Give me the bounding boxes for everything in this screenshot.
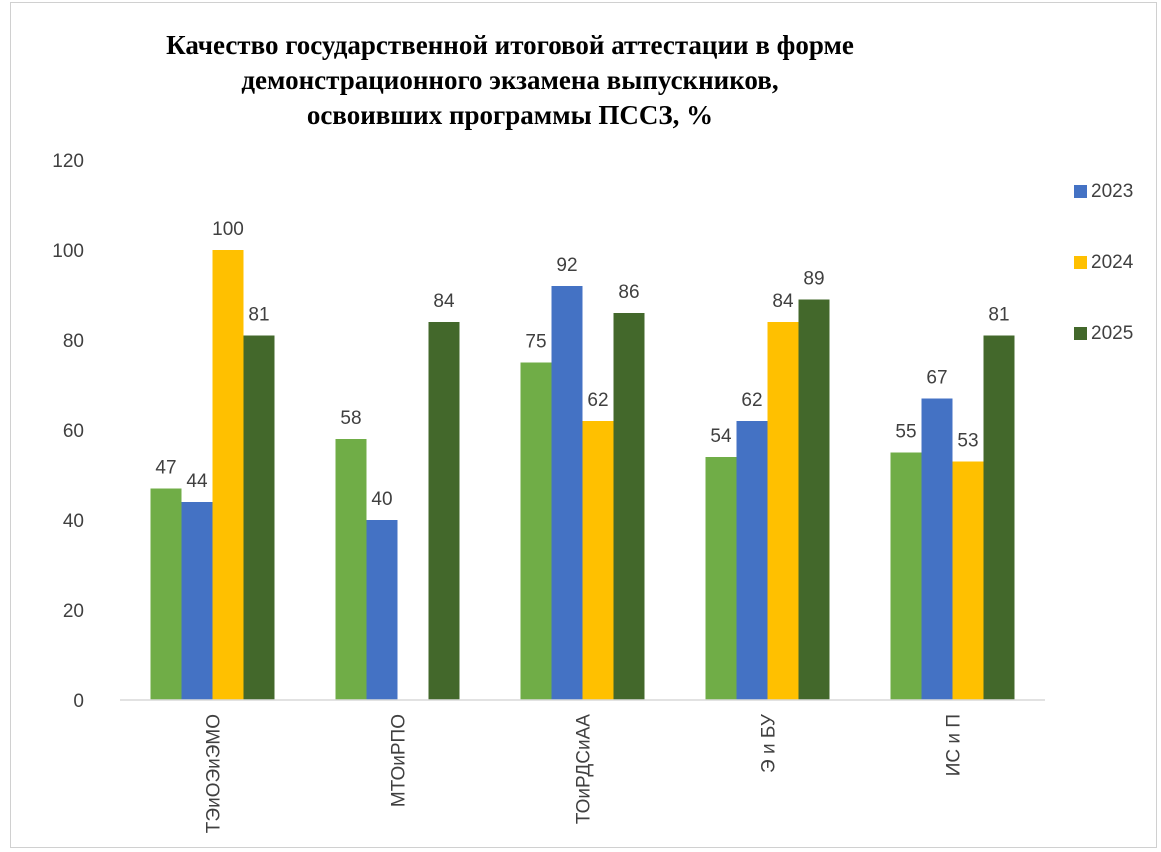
legend-item-2023: 2023 xyxy=(1074,180,1134,202)
bar xyxy=(243,335,275,700)
bar xyxy=(705,457,737,700)
legend-label-2023: 2023 xyxy=(1091,180,1134,202)
data-label: 62 xyxy=(741,390,762,411)
data-label: 89 xyxy=(803,269,824,290)
bar xyxy=(428,322,460,700)
chart-title-line-1: Качество государственной итоговой аттест… xyxy=(166,30,854,60)
y-tick-label: 60 xyxy=(63,421,84,442)
bar xyxy=(736,421,768,700)
bar xyxy=(551,286,583,700)
data-label: 53 xyxy=(957,431,978,452)
data-label: 47 xyxy=(155,458,176,479)
data-label: 84 xyxy=(433,291,455,312)
x-tick-label: ИС и П xyxy=(944,714,965,776)
data-label: 40 xyxy=(371,489,392,510)
x-tick-label: ТЭиОЭиЭМО xyxy=(204,714,225,833)
chart-title-line-2: демонстрационного экзамена выпускников, xyxy=(241,65,779,95)
data-label: 58 xyxy=(340,408,361,429)
y-tick-label: 120 xyxy=(52,151,84,172)
data-label: 81 xyxy=(248,305,269,326)
y-tick-label: 20 xyxy=(63,601,84,622)
data-label: 55 xyxy=(895,422,916,443)
bar xyxy=(582,421,614,700)
bar xyxy=(212,250,244,700)
x-tick-label: Э и БУ xyxy=(759,713,780,773)
legend-label-2024: 2024 xyxy=(1091,251,1134,273)
bar xyxy=(952,461,984,700)
chart-title-line-3: освоивших программы ПССЗ, % xyxy=(306,100,714,130)
data-label: 84 xyxy=(772,291,794,312)
bar xyxy=(983,335,1015,700)
data-label: 81 xyxy=(988,305,1009,326)
bar xyxy=(181,502,213,700)
x-tick-label: ТОиРДСиАА xyxy=(574,714,595,824)
data-label: 62 xyxy=(587,390,608,411)
legend-swatch-2025 xyxy=(1074,327,1087,340)
legend-swatch-2023 xyxy=(1074,185,1087,198)
bar xyxy=(335,439,367,700)
data-label: 92 xyxy=(556,255,577,276)
legend-label-2025: 2025 xyxy=(1091,322,1134,344)
legend-item-2024: 2024 xyxy=(1074,251,1134,273)
data-label: 100 xyxy=(212,219,244,240)
chart-title: Качество государственной итоговой аттест… xyxy=(60,28,960,133)
data-label: 67 xyxy=(926,368,947,389)
y-tick-label: 40 xyxy=(63,511,84,532)
bar xyxy=(798,299,830,700)
data-label: 75 xyxy=(525,332,546,353)
bar xyxy=(520,362,552,700)
bar xyxy=(366,520,398,700)
legend-swatch-2024 xyxy=(1074,256,1087,269)
y-tick-label: 80 xyxy=(63,331,84,352)
bar xyxy=(921,398,953,700)
x-tick-label: МТОиРПО xyxy=(389,714,410,807)
bar xyxy=(613,313,645,700)
bar xyxy=(150,488,182,700)
bar xyxy=(890,452,922,700)
y-tick-label: 0 xyxy=(73,691,84,712)
data-label: 44 xyxy=(186,471,208,492)
legend: 2023 2024 2025 xyxy=(1074,180,1134,395)
data-label: 86 xyxy=(618,282,639,303)
y-tick-label: 100 xyxy=(52,241,84,262)
bar xyxy=(767,322,799,700)
legend-item-2025: 2025 xyxy=(1074,322,1134,344)
data-label: 54 xyxy=(710,426,732,447)
